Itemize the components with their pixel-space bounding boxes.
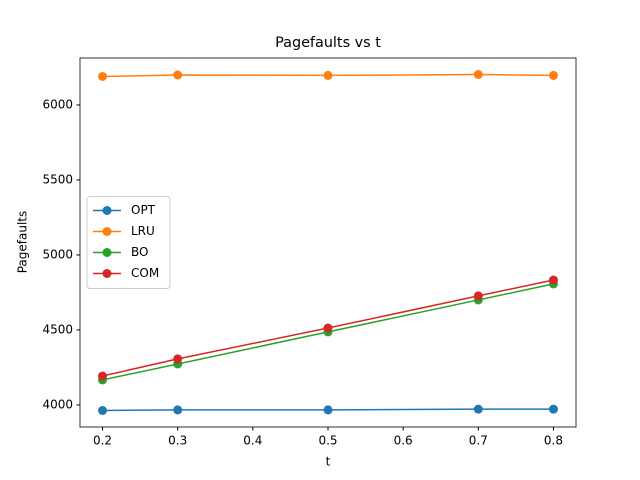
x-tick-label: 0.2 [93, 434, 112, 448]
x-tick-label: 0.4 [243, 434, 262, 448]
x-tick-label: 0.6 [394, 434, 413, 448]
data-point [323, 405, 333, 415]
data-point [98, 406, 108, 415]
y-tick-label: 5000 [42, 247, 73, 261]
legend-label: COM [131, 266, 159, 280]
y-tick-label: 6000 [42, 97, 73, 111]
x-axis-label: t [326, 455, 331, 469]
legend-marker [102, 206, 112, 215]
y-axis-label: Pagefaults [16, 211, 30, 274]
legend-box [86, 196, 171, 289]
x-tick-label: 0.3 [168, 434, 187, 448]
data-point [473, 291, 483, 301]
data-point [473, 70, 483, 79]
y-tick-label: 4000 [42, 397, 73, 411]
data-point [173, 70, 183, 80]
data-point [98, 371, 108, 381]
x-tick-label: 0.5 [318, 434, 337, 448]
x-tick-label: 0.8 [544, 434, 563, 448]
chart-title: Pagefaults vs t [275, 35, 381, 51]
legend-label: BO [131, 245, 148, 259]
legend-marker [102, 269, 112, 278]
legend-marker [102, 248, 112, 257]
data-point [548, 404, 558, 414]
y-tick-label: 4500 [42, 322, 73, 336]
legend-marker [102, 227, 112, 236]
data-point [323, 70, 333, 80]
data-point [323, 323, 333, 333]
data-point [548, 70, 558, 80]
data-point [173, 354, 183, 364]
plot-frame [79, 57, 577, 428]
legend-label: OPT [131, 203, 156, 217]
data-point [473, 404, 483, 414]
data-point [173, 405, 183, 415]
data-point [98, 71, 108, 81]
data-point [548, 275, 558, 285]
legend-label: LRU [131, 224, 155, 238]
x-tick-label: 0.7 [469, 434, 488, 448]
y-tick-label: 5500 [42, 172, 73, 186]
